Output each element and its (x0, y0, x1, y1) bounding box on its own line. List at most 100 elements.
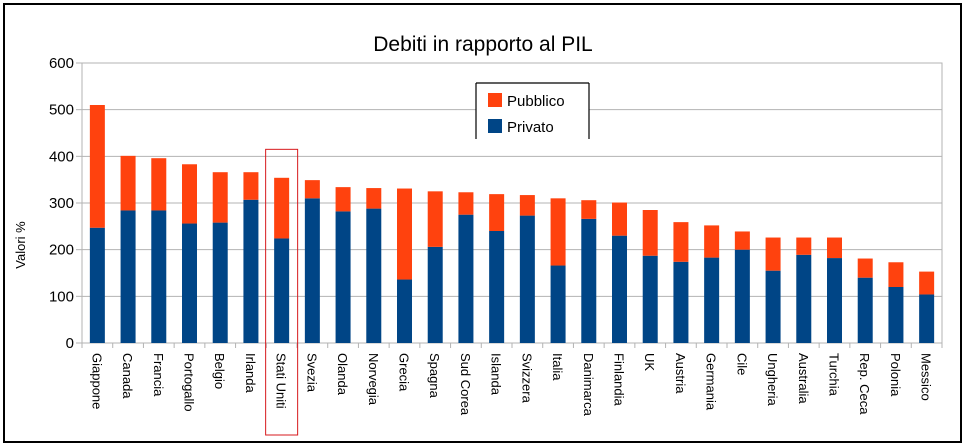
bar-pubblico (581, 200, 597, 219)
y-tick-label: 600 (49, 55, 74, 72)
bar-pubblico (182, 164, 197, 224)
bar-privato (888, 287, 904, 343)
x-tick-label: Canada (120, 353, 135, 399)
bar-pubblico (458, 192, 474, 215)
highlight-box-stati-uniti (265, 148, 299, 436)
bar-privato (304, 198, 320, 343)
x-tick-label: Giappone (89, 353, 104, 409)
bar-pubblico (335, 187, 351, 212)
legend: Pubblico Privato (475, 82, 590, 139)
bar-privato (335, 211, 351, 343)
x-tick-label: Italia (550, 353, 565, 381)
x-tick-label: Norvegia (366, 353, 381, 406)
bar-pubblico (89, 105, 105, 228)
bar-pubblico (796, 237, 812, 255)
legend-swatch (488, 119, 502, 133)
x-tick-label: Germania (704, 353, 719, 411)
bar-pubblico (919, 271, 935, 295)
bar-privato (397, 279, 412, 343)
bar-privato (89, 227, 105, 343)
bar-pubblico (734, 231, 750, 250)
bar-privato (519, 215, 535, 343)
x-tick-label: Rep. Ceca (857, 353, 872, 415)
bar-pubblico (704, 225, 720, 258)
y-axis-title: Valori % (13, 221, 28, 269)
x-tick-label: Austria (673, 353, 688, 394)
highlight (265, 148, 299, 436)
bar-privato (427, 246, 443, 343)
x-tick-label: Francia (151, 353, 166, 397)
bar-privato (212, 222, 228, 343)
bar-pubblico (642, 210, 658, 256)
bar-privato (151, 210, 167, 343)
bar-privato (919, 294, 935, 343)
x-tick-label: Cile (734, 353, 749, 375)
bar-pubblico (673, 222, 689, 262)
bar-pubblico (304, 180, 320, 199)
y-tick-label: 400 (49, 148, 74, 165)
x-tick-label: Svezia (304, 353, 319, 393)
bar-privato (642, 255, 658, 343)
bar-privato (765, 270, 781, 343)
bar-pubblico (243, 172, 259, 200)
bar-privato (734, 249, 750, 343)
bar-privato (796, 254, 812, 343)
category-labels: Giappone Canada Francia Portogallo Belgio Irl… (89, 353, 933, 417)
x-tick-label: Danimarca (581, 353, 596, 417)
x-tick-label: UK (642, 353, 657, 371)
bar-pubblico (612, 202, 627, 236)
bar-privato (243, 199, 259, 343)
bar-pubblico (212, 172, 228, 223)
bar-privato (182, 223, 197, 343)
x-tick-label: Ungheria (765, 353, 780, 407)
bar-pubblico (151, 158, 167, 211)
x-tick-label: Olanda (335, 353, 350, 396)
legend-label: Privato (507, 119, 554, 136)
bars (89, 105, 935, 343)
chart-title: Debiti in rapporto al PIL (373, 33, 592, 56)
chart-frame: Debiti in rapporto al PIL Valori % 0 100 2… (3, 3, 962, 443)
x-tick-label: Islanda (489, 353, 504, 396)
bar-pubblico (120, 155, 136, 211)
legend-label: Pubblico (507, 93, 565, 110)
x-tick-label: Irlanda (243, 353, 258, 394)
bar-privato (458, 214, 474, 343)
stacked-bar-chart: Debiti in rapporto al PIL Valori % 0 100 2… (13, 33, 943, 436)
bar-pubblico (550, 198, 566, 266)
y-tick-label: 0 (66, 335, 74, 352)
bar-pubblico (427, 191, 443, 247)
bar-pubblico (274, 177, 290, 239)
bar-pubblico (397, 188, 412, 280)
x-tick-label: Grecia (397, 353, 412, 392)
bar-privato (704, 257, 720, 343)
x-tick-label: Svizzera (519, 353, 534, 404)
x-tick-label: Sud Corea (458, 353, 473, 416)
bar-pubblico (519, 195, 535, 216)
x-tick-label: Australia (796, 353, 811, 404)
bar-privato (673, 261, 689, 343)
y-tick-label: 200 (49, 242, 74, 259)
bar-pubblico (489, 194, 505, 231)
bar-pubblico (888, 262, 904, 287)
bar-privato (581, 218, 597, 343)
x-tick-label: Polonia (888, 353, 903, 397)
y-tick-label: 100 (49, 288, 74, 305)
y-tick-label: 300 (49, 195, 74, 212)
bar-privato (489, 231, 505, 343)
axes: 0 100 200 300 400 500 600 (49, 55, 943, 352)
y-tick-label: 500 (49, 102, 74, 119)
bar-privato (120, 210, 136, 343)
x-tick-label: Spagna (427, 353, 442, 399)
bar-pubblico (765, 237, 781, 271)
x-tick-label: Portogallo (182, 353, 197, 412)
x-tick-label: Messico (919, 353, 934, 401)
bar-privato (550, 265, 566, 343)
legend-swatch (488, 93, 502, 107)
x-tick-label: Finlandia (612, 353, 627, 407)
x-tick-label: Turchia (827, 353, 842, 397)
bar-privato (857, 277, 873, 343)
bar-pubblico (827, 237, 842, 259)
bar-pubblico (857, 258, 873, 278)
bar-privato (274, 238, 290, 343)
bar-privato (612, 235, 627, 343)
